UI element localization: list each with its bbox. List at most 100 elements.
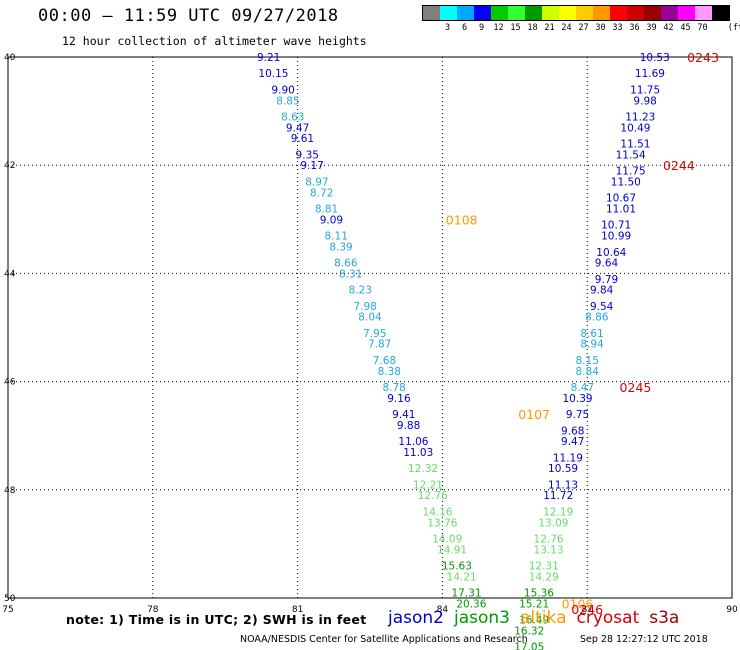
legend-tick-label: 33	[612, 23, 623, 33]
swh-value: 11.19	[553, 452, 583, 464]
swh-value: 9.84	[590, 285, 614, 297]
swh-value: 14.21	[447, 571, 477, 583]
swh-value: 9.09	[320, 214, 343, 226]
swh-value: 8.47	[571, 382, 594, 394]
swh-value: 12.19	[543, 506, 573, 518]
swh-value: 7.68	[373, 355, 396, 367]
swh-value: 12.76	[418, 490, 448, 502]
swh-value: 11.23	[625, 112, 655, 124]
swh-value: 9.88	[397, 420, 420, 432]
swh-value: 10.67	[606, 193, 636, 205]
title-subtitle: 12 hour collection of altimeter wave hei…	[62, 34, 367, 48]
footer-timestamp: Sep 28 12:27:12 UTC 2018	[580, 634, 708, 645]
lon-tick-label: 75	[2, 605, 13, 615]
legend-swatch-7	[542, 6, 559, 20]
legend-tick-label: 42	[663, 23, 674, 33]
swh-value: 8.72	[310, 187, 333, 199]
swh-value: 9.61	[291, 133, 314, 145]
lat-tick-label: 44	[4, 269, 16, 279]
swh-value: 8.63	[281, 112, 304, 124]
swh-value: 12.76	[534, 533, 564, 545]
satellite-legend-jason3: jason3	[454, 608, 510, 628]
legend-tick-label: 9	[478, 23, 485, 33]
swh-value: 14.09	[432, 533, 462, 545]
lat-tick-label: 46	[4, 378, 16, 388]
swh-value: 12.31	[529, 561, 559, 573]
pass-number-label: 0243	[687, 50, 719, 65]
swh-value: 7.98	[353, 301, 376, 313]
swh-value: 12.32	[408, 463, 438, 475]
legend-tick-label: 39	[646, 23, 657, 33]
swh-value: 16.49	[519, 615, 549, 627]
legend-swatch-1	[440, 6, 457, 20]
legend-swatch-16	[695, 6, 712, 20]
swh-value: 9.47	[561, 436, 584, 448]
swh-value: 9.75	[566, 409, 589, 421]
footer-credit: NOAA/NESDIS Center for Satellite Applica…	[240, 634, 528, 645]
legend-tick-label: 12	[493, 23, 504, 33]
swh-value: 16.32	[514, 625, 544, 637]
legend-tick-label: 27	[578, 23, 589, 33]
legend-swatch-2	[457, 6, 474, 20]
pass-number-label: 0108	[446, 212, 478, 227]
swh-value: 11.69	[635, 68, 665, 80]
swh-value: 15.63	[442, 561, 472, 573]
legend-swatch-8	[559, 6, 576, 20]
lon-tick-label: 87	[581, 605, 592, 615]
swh-value: 10.99	[601, 231, 631, 243]
swh-value: 8.15	[576, 355, 599, 367]
swh-value: 9.35	[296, 149, 319, 161]
swh-value: 15.21	[519, 598, 549, 610]
pass-number-label: 0107	[518, 407, 550, 422]
satellite-legend-altika: altika	[520, 608, 567, 628]
swh-value: 17.31	[452, 588, 482, 600]
swh-value: 8.61	[580, 328, 603, 340]
title-time-range: 00:00 – 11:59 UTC 09/27/2018	[38, 6, 339, 26]
legend-unit: (ft)	[727, 23, 740, 33]
swh-value: 9.16	[387, 393, 411, 405]
swh-value: 9.98	[633, 95, 656, 107]
lon-tick-label: 78	[147, 605, 159, 615]
swh-value: 11.72	[543, 490, 573, 502]
legend-swatch-14	[661, 6, 678, 20]
swh-value: 9.17	[300, 160, 323, 172]
swh-value: 12.21	[413, 479, 443, 491]
legend-swatch-15	[678, 6, 695, 20]
swh-value: 8.85	[276, 95, 299, 107]
legend-tick-label: 18	[527, 23, 538, 33]
swh-value: 9.41	[392, 409, 415, 421]
swh-value: 8.84	[576, 366, 600, 378]
swh-value: 10.53	[640, 52, 670, 64]
swh-value: 13.13	[534, 544, 564, 556]
legend-swatch-5	[508, 6, 525, 20]
swh-value: 11.01	[606, 203, 636, 215]
legend-swatch-6	[525, 6, 542, 20]
legend-swatch-10	[593, 6, 610, 20]
pass-number-label: 0245	[620, 380, 652, 395]
lon-tick-label: 84	[437, 605, 449, 615]
legend-tick-label: 30	[595, 23, 606, 33]
swh-value: 13.09	[538, 517, 568, 529]
legend-swatch-9	[576, 6, 593, 20]
lat-tick-label: 42	[4, 161, 15, 171]
swh-value: 9.64	[595, 258, 619, 270]
legend-swatch-13	[644, 6, 661, 20]
legend-tick-label: 70	[697, 23, 708, 33]
legend-tick-label: 6	[461, 23, 468, 33]
satellite-legend-s3a: s3a	[649, 608, 680, 628]
legend-swatch-0	[423, 6, 440, 20]
swh-value: 9.90	[271, 84, 294, 96]
swh-value: 8.78	[382, 382, 405, 394]
swh-value: 7.87	[368, 339, 391, 351]
swh-value: 11.06	[398, 436, 428, 448]
swh-value: 8.94	[580, 339, 604, 351]
swh-value: 11.75	[630, 84, 660, 96]
swh-value: 20.36	[456, 598, 486, 610]
footer-note: note: 1) Time is in UTC; 2) SWH is in fe…	[66, 612, 367, 627]
swh-value: 7.95	[363, 328, 386, 340]
swh-value: 8.39	[329, 241, 352, 253]
legend-swatch-3	[474, 6, 491, 20]
